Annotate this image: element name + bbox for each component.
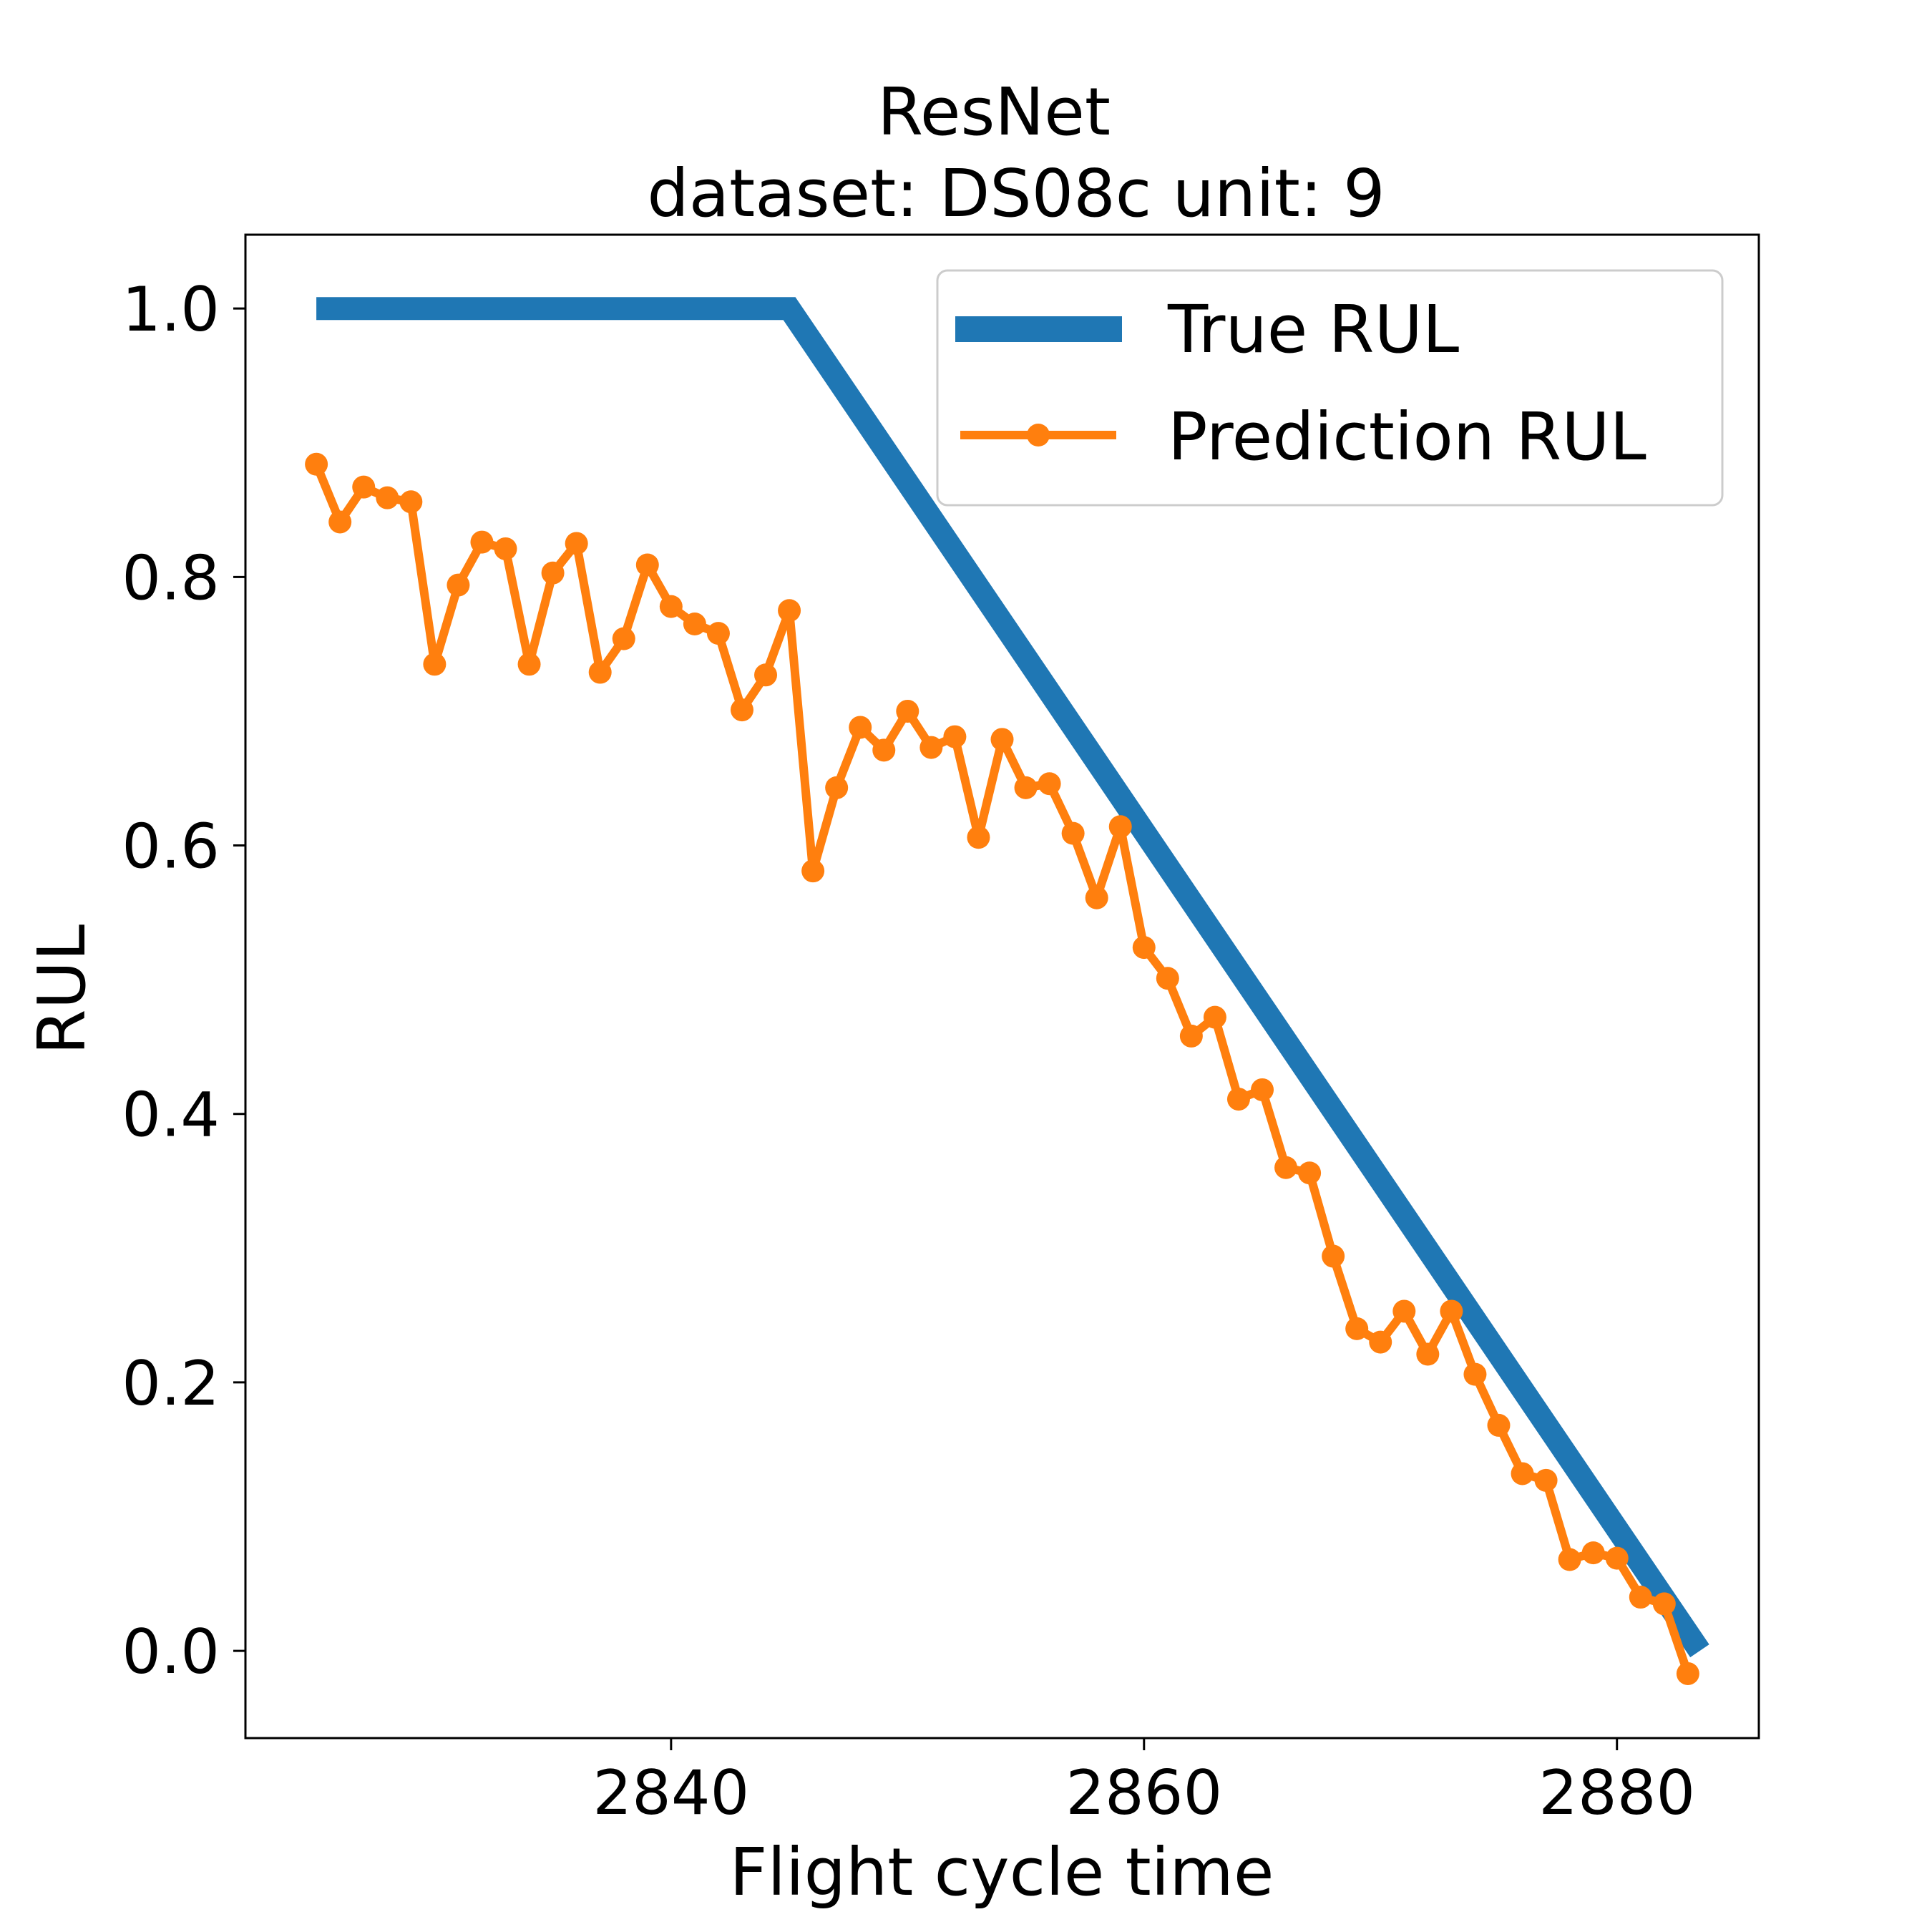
prediction-point bbox=[1534, 1468, 1558, 1492]
prediction-point bbox=[1652, 1592, 1676, 1616]
prediction-point bbox=[635, 553, 659, 577]
prediction-point bbox=[1463, 1362, 1487, 1386]
prediction-point bbox=[1061, 821, 1085, 845]
prediction-point bbox=[1416, 1342, 1440, 1366]
prediction-point bbox=[1274, 1156, 1298, 1179]
prediction-point bbox=[967, 826, 990, 849]
axes-frame bbox=[244, 233, 1760, 1740]
prediction-point bbox=[1298, 1161, 1322, 1185]
prediction-point bbox=[470, 530, 494, 554]
prediction-point bbox=[305, 452, 328, 476]
legend-label-true-rul: True RUL bbox=[1167, 291, 1459, 368]
chart-subtitle: dataset: DS08c unit: 9 bbox=[647, 155, 1385, 232]
prediction-point bbox=[1251, 1078, 1274, 1101]
legend-label-prediction-rul: Prediction RUL bbox=[1168, 399, 1646, 475]
prediction-point bbox=[801, 859, 825, 883]
legend-box bbox=[936, 269, 1724, 507]
prediction-point bbox=[919, 736, 943, 759]
prediction-point bbox=[1156, 967, 1179, 990]
y-tick-label: 0.8 bbox=[122, 542, 220, 614]
y-axis-label: RUL bbox=[24, 924, 100, 1055]
prediction-point bbox=[778, 599, 801, 623]
chart-title: ResNet bbox=[877, 74, 1111, 150]
x-axis-label: Flight cycle time bbox=[730, 1834, 1274, 1911]
x-tick-label: 2880 bbox=[1538, 1757, 1695, 1829]
prediction-point bbox=[659, 595, 683, 618]
y-tick-label: 0.4 bbox=[122, 1080, 220, 1151]
prediction-point bbox=[565, 532, 588, 555]
prediction-point bbox=[1392, 1299, 1416, 1323]
y-tick-label: 0.6 bbox=[122, 811, 220, 883]
prediction-point bbox=[423, 653, 447, 676]
prediction-point bbox=[1487, 1413, 1511, 1437]
prediction-point bbox=[1085, 886, 1108, 909]
prediction-point bbox=[1014, 776, 1038, 799]
prediction-point bbox=[849, 716, 872, 739]
prediction-point bbox=[730, 698, 753, 722]
x-tick-label: 2840 bbox=[592, 1757, 749, 1829]
prediction-point bbox=[588, 660, 612, 684]
prediction-point bbox=[1132, 936, 1156, 960]
prediction-point bbox=[1108, 815, 1132, 839]
prediction-point bbox=[376, 486, 399, 509]
prediction-point bbox=[1605, 1546, 1629, 1570]
x-tick-label: 2860 bbox=[1065, 1757, 1222, 1829]
prediction-point bbox=[1179, 1024, 1203, 1048]
prediction-point bbox=[1558, 1548, 1581, 1571]
prediction-point bbox=[1511, 1462, 1534, 1485]
legend-marker-prediction-rul bbox=[1027, 424, 1050, 447]
prediction-point bbox=[541, 561, 565, 585]
legend: True RUL Prediction RUL bbox=[936, 269, 1724, 507]
prediction-point bbox=[706, 622, 730, 645]
prediction-point bbox=[990, 728, 1014, 751]
prediction-point bbox=[825, 776, 849, 799]
prediction-point bbox=[1581, 1541, 1605, 1565]
y-tick-label: 1.0 bbox=[122, 274, 220, 346]
prediction-point bbox=[1203, 1005, 1226, 1029]
prediction-point bbox=[494, 537, 517, 560]
prediction-point bbox=[352, 475, 376, 499]
prediction-point bbox=[399, 490, 423, 514]
prediction-point bbox=[872, 738, 896, 762]
x-axis: 2840 2860 2880 bbox=[592, 1738, 1695, 1829]
plot-area bbox=[305, 297, 1709, 1685]
series-line-true-rul bbox=[316, 297, 1709, 1658]
y-axis: 0.0 0.2 0.4 0.6 0.8 1.0 bbox=[122, 274, 245, 1688]
prediction-point bbox=[612, 627, 635, 650]
prediction-point bbox=[1345, 1317, 1369, 1340]
prediction-point bbox=[896, 699, 919, 723]
prediction-point bbox=[1038, 772, 1061, 796]
prediction-point bbox=[1676, 1662, 1699, 1685]
prediction-point bbox=[517, 653, 541, 676]
prediction-point bbox=[1322, 1244, 1345, 1268]
prediction-point bbox=[1369, 1330, 1392, 1354]
prediction-point bbox=[683, 613, 706, 636]
prediction-point bbox=[1440, 1299, 1463, 1323]
y-tick-label: 0.2 bbox=[122, 1348, 220, 1420]
prediction-point bbox=[328, 510, 352, 534]
prediction-point bbox=[943, 725, 967, 748]
prediction-point bbox=[447, 573, 470, 597]
prediction-point bbox=[754, 663, 778, 687]
y-tick-label: 0.0 bbox=[122, 1616, 220, 1688]
prediction-point bbox=[1226, 1088, 1250, 1111]
prediction-point bbox=[1629, 1586, 1652, 1609]
